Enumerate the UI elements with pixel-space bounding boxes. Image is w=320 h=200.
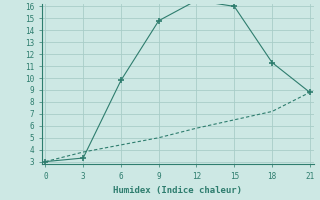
X-axis label: Humidex (Indice chaleur): Humidex (Indice chaleur) xyxy=(113,186,242,195)
